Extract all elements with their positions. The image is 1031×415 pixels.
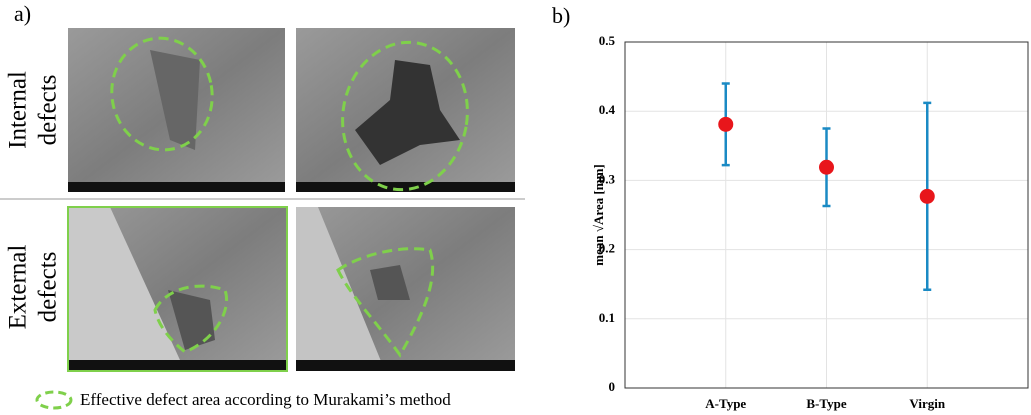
mean-point (819, 160, 834, 175)
y-tick-label: 0 (609, 379, 616, 394)
legend-text: Effective defect area according to Murak… (80, 390, 451, 409)
row-label-line: External (5, 245, 32, 330)
sem-image (68, 28, 285, 192)
mean-point (718, 117, 733, 132)
sem-image (296, 28, 515, 200)
y-tick-label: 0.5 (599, 33, 616, 48)
y-tick-label: 0.3 (599, 171, 616, 186)
panel-label: a) (14, 1, 31, 26)
y-tick-label: 0.4 (599, 102, 616, 117)
panel-label: b) (552, 3, 570, 28)
row-label-line: Internal (5, 71, 32, 149)
x-tick-label: A-Type (705, 396, 746, 411)
row-label: Internal defects (5, 71, 62, 149)
row-label-line: defects (35, 75, 62, 146)
mean-point (920, 189, 935, 204)
row-label: External defects (5, 245, 62, 330)
y-tick-label: 0.1 (599, 310, 615, 325)
x-tick-label: Virgin (909, 396, 945, 411)
sem-image (68, 207, 287, 371)
row-label-line: defects (35, 252, 62, 323)
sem-image (296, 207, 515, 371)
plot: 0 0.1 0.2 0.3 0.4 0.5 A-Type B-Type Virgin (599, 33, 1028, 411)
y-tick-label: 0.2 (599, 241, 615, 256)
legend-swatch (37, 392, 71, 408)
figure: a) Internal defects External defects Eff… (0, 0, 1031, 415)
x-tick-label: B-Type (806, 396, 846, 411)
